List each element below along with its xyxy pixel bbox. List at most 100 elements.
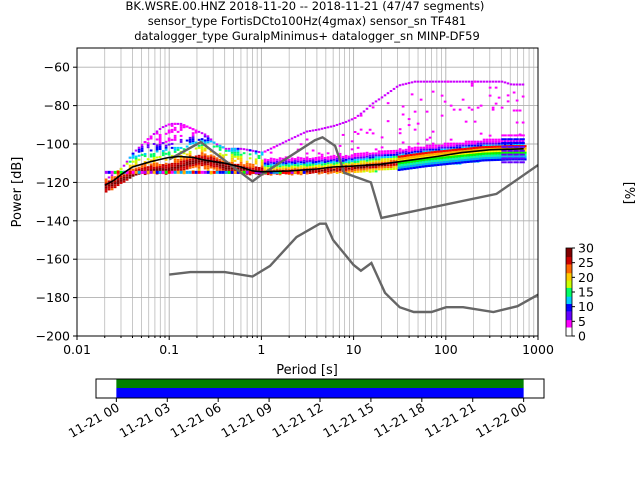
psd-density-cell [329, 125, 333, 128]
psd-density-cell [359, 158, 363, 161]
psd-density-cell [206, 169, 210, 172]
psd-density-cell [167, 169, 171, 172]
psd-density-cell [137, 154, 141, 157]
psd-density-cell [442, 150, 446, 153]
psd-density-cell [161, 168, 165, 171]
psd-density-cell [314, 160, 318, 163]
psd-density-cell [428, 136, 432, 139]
psd-density-cell [212, 145, 216, 148]
psd-density-cell [368, 166, 372, 169]
psd-density-cell [347, 119, 351, 122]
psd-density-cell [188, 136, 192, 139]
psd-density-cell [128, 170, 132, 174]
psd-density-cell [182, 168, 186, 171]
psd-density-cell [470, 144, 474, 147]
psd-density-cell [326, 170, 330, 173]
psd-density-cell [233, 153, 237, 156]
psd-density-cell [383, 166, 387, 169]
psd-density-cell [505, 158, 509, 161]
psd-density-cell [104, 182, 108, 185]
psd-density-cell [511, 149, 515, 152]
psd-density-cell [125, 162, 129, 165]
psd-density-cell [501, 149, 507, 152]
psd-density-cell [493, 152, 497, 155]
psd-density-cell [455, 144, 459, 147]
psd-density-cell [191, 162, 195, 165]
psd-density-cell [182, 166, 186, 169]
psd-density-cell [460, 152, 464, 155]
psd-density-cell [152, 132, 156, 135]
psd-density-cell [410, 151, 414, 154]
psd-density-cell [455, 146, 459, 149]
psd-density-cell [427, 151, 431, 154]
psd-density-cell [353, 171, 357, 174]
psd-density-cell [512, 83, 516, 86]
psd-density-cell [167, 131, 171, 134]
psd-density-cell [485, 144, 489, 147]
psd-density-cell [191, 164, 195, 167]
psd-density-cell [389, 166, 393, 169]
psd-density-cell [350, 166, 354, 169]
psd-density-cell [167, 123, 171, 126]
psd-density-cell [197, 160, 201, 163]
colorbar-segment [566, 322, 572, 325]
psd-density-cell [245, 170, 249, 174]
psd-density-cell [305, 166, 309, 169]
psd-density-cell [365, 167, 369, 170]
psd-density-cell [194, 159, 198, 162]
psd-density-cell [416, 122, 420, 125]
psd-density-cell [215, 145, 219, 148]
psd-density-cell [434, 144, 438, 147]
psd-density-cell [119, 167, 123, 170]
psd-density-cell [305, 152, 309, 155]
psd-density-cell [107, 184, 111, 187]
colorbar-segment [566, 262, 572, 265]
psd-density-cell [251, 165, 255, 168]
psd-density-cell [397, 162, 401, 165]
psd-density-cell [487, 154, 491, 157]
psd-density-cell [323, 161, 327, 164]
psd-density-cell [350, 158, 354, 161]
colorbar-segment [566, 249, 572, 252]
psd-density-cell [320, 159, 324, 162]
psd-density-cell [167, 167, 171, 170]
psd-density-cell [296, 134, 300, 137]
psd-density-cell [278, 167, 282, 170]
psd-density-cell [182, 148, 186, 151]
psd-density-cell [275, 170, 279, 174]
psd-density-cell [152, 152, 156, 155]
psd-density-cell [167, 143, 171, 146]
psd-density-cell [137, 168, 141, 171]
psd-density-cell [491, 142, 495, 145]
psd-density-cell [329, 163, 333, 166]
psd-density-cell [197, 162, 201, 165]
psd-density-cell [442, 156, 446, 159]
psd-density-cell [517, 149, 521, 152]
psd-density-cell [320, 165, 324, 168]
psd-density-cell [161, 142, 165, 145]
psd-density-cell [302, 131, 306, 134]
psd-density-cell [359, 166, 363, 169]
psd-density-cell [170, 164, 174, 167]
psd-density-cell [167, 129, 171, 132]
psd-density-cell [350, 156, 354, 159]
psd-density-cell [197, 164, 201, 167]
psd-density-cell [107, 186, 111, 189]
psd-density-cell [152, 156, 156, 159]
psd-density-cell [410, 147, 414, 150]
psd-density-cell [422, 150, 426, 153]
psd-density-cell [326, 156, 330, 159]
psd-density-cell [311, 159, 315, 162]
psd-density-cell [290, 137, 294, 140]
colorbar-segment [566, 303, 572, 306]
psd-density-cell [143, 165, 147, 168]
psd-density-cell [161, 154, 165, 157]
psd-density-cell [430, 151, 434, 154]
y-tick-label: −80 [44, 98, 70, 113]
psd-density-cell [341, 161, 345, 164]
psd-density-cell [236, 147, 240, 150]
psd-density-cell [520, 156, 524, 159]
psd-density-cell [125, 178, 129, 181]
colorbar-segment [566, 309, 572, 312]
psd-density-cell [403, 157, 407, 160]
